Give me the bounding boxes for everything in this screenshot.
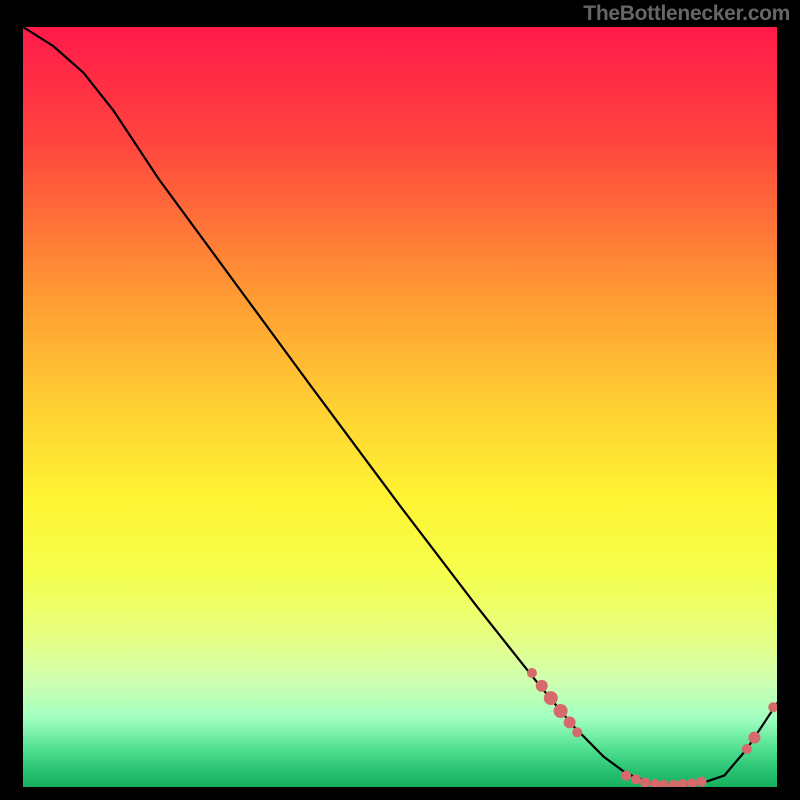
attribution-text: TheBottlenecker.com [583, 2, 790, 26]
data-marker [659, 780, 669, 790]
data-marker [748, 732, 760, 744]
data-marker [650, 779, 660, 789]
data-marker [640, 777, 650, 787]
data-marker [572, 727, 582, 737]
data-marker [742, 744, 752, 754]
data-marker [688, 778, 698, 788]
bottleneck-chart [0, 0, 800, 800]
data-marker [536, 680, 548, 692]
chart-background [23, 27, 777, 787]
data-marker [621, 771, 631, 781]
data-marker [697, 777, 707, 787]
data-marker [554, 704, 568, 718]
data-marker [669, 780, 679, 790]
data-marker [544, 691, 558, 705]
data-marker [768, 702, 778, 712]
data-marker [527, 668, 537, 678]
data-marker [564, 716, 576, 728]
data-marker [678, 779, 688, 789]
data-marker [631, 774, 641, 784]
